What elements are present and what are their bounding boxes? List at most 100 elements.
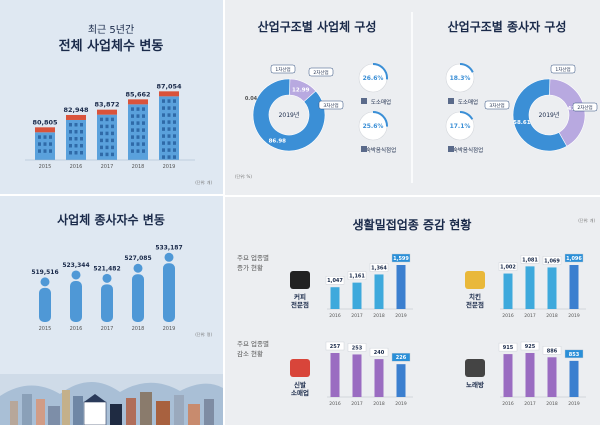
data-label: 240: [374, 350, 385, 356]
value-box: [498, 342, 518, 352]
building-window: [69, 136, 72, 141]
donut-center-label: 2019년: [279, 111, 300, 119]
donut-slice: [512, 78, 568, 152]
category-name: 신발: [294, 380, 306, 389]
person-head: [102, 273, 112, 283]
category-label: 1차산업: [275, 66, 290, 73]
building-window: [136, 114, 140, 118]
value-box: [564, 253, 584, 263]
building-window: [43, 142, 47, 146]
data-label: 87,054: [156, 82, 182, 90]
data-bar: [503, 354, 513, 397]
restaurant-icon: [448, 146, 454, 152]
store-icon: [448, 98, 454, 104]
person-bar: [163, 263, 175, 322]
building-window: [173, 134, 176, 138]
person-bar: [132, 274, 144, 322]
value-box: [325, 341, 345, 351]
building-window: [167, 120, 171, 124]
value-box: [325, 276, 345, 285]
worker-structure-title: 산업구조별 종사자 구성: [448, 19, 567, 34]
data-bar: [547, 267, 557, 309]
building-bar: [35, 132, 55, 160]
donut-center-label: 2019년: [539, 111, 560, 119]
value-box: [369, 347, 389, 357]
building-window: [69, 150, 72, 155]
data-label: 915: [503, 345, 514, 351]
building-window: [131, 149, 134, 153]
building-window: [167, 148, 171, 152]
data-bar: [547, 357, 557, 397]
building-window: [167, 127, 171, 131]
building-window: [131, 114, 134, 118]
slice-value-label: 0.04: [245, 96, 258, 102]
value-box: [542, 256, 562, 265]
building-window: [38, 135, 41, 139]
donut-slice: [549, 78, 586, 147]
value-box: [564, 349, 584, 359]
building-window: [162, 134, 165, 138]
building-window: [142, 114, 145, 118]
data-bar: [352, 282, 362, 309]
business-count-panel: 최근 5년간 전체 사업체수 변동 (단위: 개) 80,805 2015 82,9…: [0, 0, 223, 194]
slice-value-label: 58.61: [513, 120, 531, 126]
x-tick-label: 2016: [502, 313, 514, 319]
data-label: 257: [330, 344, 341, 350]
building-window: [74, 150, 78, 155]
data-bar: [352, 354, 362, 397]
x-tick-label: 2017: [524, 313, 536, 319]
chicken-icon: [465, 271, 485, 289]
panel-title: 전체 사업체수 변동: [59, 38, 164, 54]
building-window: [173, 127, 176, 131]
value-box: [542, 346, 562, 355]
building-window: [167, 134, 171, 138]
value-box: [520, 255, 540, 264]
category-name: 노래방: [466, 380, 484, 389]
restaurant-icon: [361, 146, 367, 152]
building-window: [111, 117, 114, 122]
x-tick-label: 2018: [373, 313, 385, 319]
x-tick-label: 2019: [568, 313, 580, 319]
category-tag: [550, 64, 576, 74]
unit-label: (단위: 개): [578, 217, 595, 223]
city-illustration: [0, 374, 223, 425]
x-tick-label: 2019: [395, 313, 407, 319]
person-bar: [101, 284, 113, 322]
x-tick-label: 2015: [39, 326, 52, 332]
building-window: [173, 113, 176, 117]
building-window: [100, 145, 103, 150]
data-label: 1,047: [327, 278, 343, 284]
industry-structure-panel: 산업구조별 사업체 구성 산업구조별 종사자 구성 (단위: %) 12.99 8…: [225, 0, 600, 195]
panel-title: 생활밀접업종 증감 현황: [353, 217, 472, 232]
worker-count-chart: 사업체 종사자수 변동 (단위: 명) 519,516 2015 523,344 20…: [0, 212, 223, 425]
building-window: [162, 106, 165, 110]
data-bar: [330, 287, 340, 309]
building-window: [131, 142, 134, 146]
sub-category-label: 숙박음식점업: [453, 146, 483, 154]
building-window: [162, 113, 165, 117]
sub-category-label: 숙박음식점업: [366, 146, 396, 154]
sub-value-label: 25.6%: [363, 123, 384, 130]
category-tag: [270, 64, 296, 74]
sub-category-label: 도소매업: [458, 98, 478, 106]
category-label: 2차산업: [313, 69, 328, 76]
data-label: 226: [396, 355, 407, 361]
building-window: [38, 149, 41, 153]
data-bar: [569, 360, 579, 397]
person-head: [40, 277, 50, 287]
data-bar: [330, 353, 340, 397]
building-window: [74, 136, 78, 141]
building-window: [100, 131, 103, 136]
data-label: 533,187: [155, 244, 182, 251]
x-tick-label: 2017: [524, 401, 536, 407]
x-tick-label: 2016: [502, 401, 514, 407]
x-tick-label: 2016: [329, 401, 341, 407]
data-bar: [525, 266, 535, 309]
person-head: [164, 252, 174, 262]
building-window: [43, 135, 47, 139]
building-window: [142, 149, 145, 153]
building-window: [167, 106, 171, 110]
building-window: [142, 121, 145, 125]
person-bar: [39, 287, 51, 322]
unit-label: (단위: %): [235, 173, 252, 179]
